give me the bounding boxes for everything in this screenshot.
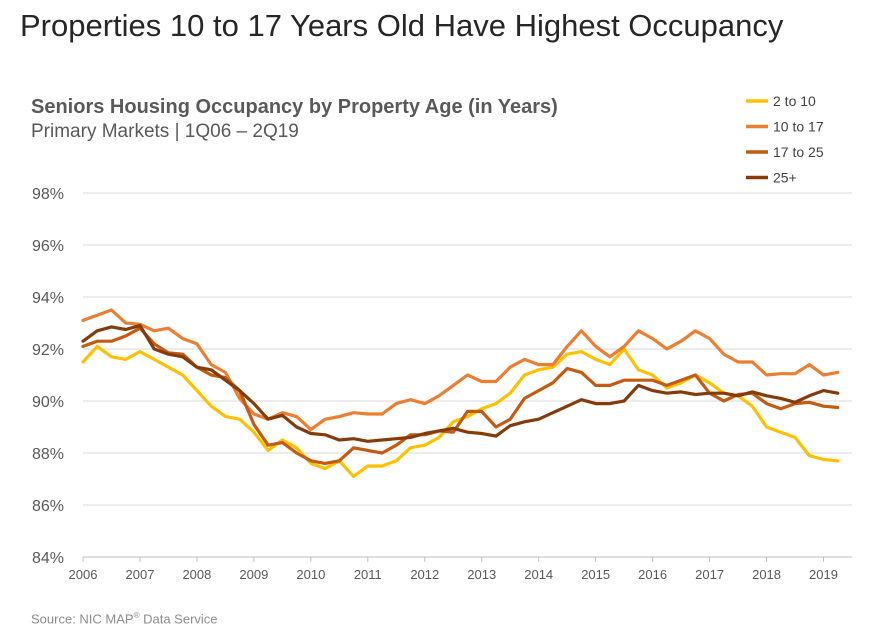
chart-title: Seniors Housing Occupancy by Property Ag… [31, 96, 558, 118]
x-tick-label: 2007 [126, 567, 155, 582]
legend-label: 25+ [773, 170, 797, 186]
y-tick-label: 84% [32, 550, 64, 567]
series-line-10-to-17 [81, 308, 840, 432]
y-tick-label: 92% [32, 342, 64, 359]
legend-label: 10 to 17 [773, 119, 824, 135]
x-tick-label: 2019 [809, 567, 838, 582]
source-suffix: Data Service [139, 611, 218, 627]
page-headline: Properties 10 to 17 Years Old Have Highe… [20, 8, 784, 43]
y-tick-label: 94% [32, 290, 64, 307]
chart-subtitle: Primary Markets | 1Q06 – 2Q19 [31, 121, 299, 142]
x-tick-label: 2009 [239, 567, 268, 582]
x-tick-label: 2014 [524, 567, 553, 582]
x-tick-label: 2018 [752, 567, 781, 582]
series-line-25 [81, 324, 840, 443]
x-tick-label: 2010 [296, 567, 325, 582]
source-prefix: Source: NIC MAP [31, 611, 134, 627]
registered-mark: ® [133, 611, 140, 620]
legend-label: 17 to 25 [773, 144, 824, 160]
x-tick-label: 2013 [467, 567, 496, 582]
series-line-17-to-25 [81, 326, 840, 465]
axes: 84% 86% 88% 90% 92% 94% 96% 98% 2006 2007 2008 2009… [32, 186, 852, 582]
y-tick-label: 86% [32, 498, 64, 515]
legend: 2 to 10 10 to 17 17 to 25 25+ [746, 93, 824, 186]
x-tick-label: 2011 [354, 567, 382, 582]
x-tick-label: 2015 [581, 567, 610, 582]
x-tick-label: 2017 [695, 567, 724, 582]
y-tick-label: 98% [32, 186, 64, 203]
y-tick-label: 88% [32, 446, 64, 463]
y-tick-label: 96% [32, 238, 64, 255]
legend-label: 2 to 10 [773, 93, 816, 109]
y-tick-label: 90% [32, 394, 64, 411]
series-lines [81, 308, 840, 478]
source-footnote: Source: NIC MAP® Data Service [31, 611, 218, 626]
gridlines [83, 192, 852, 506]
x-tick-label: 2012 [410, 567, 439, 582]
x-tick-label: 2006 [69, 567, 98, 582]
x-tick-label: 2016 [638, 567, 667, 582]
x-tick-label: 2008 [182, 567, 211, 582]
